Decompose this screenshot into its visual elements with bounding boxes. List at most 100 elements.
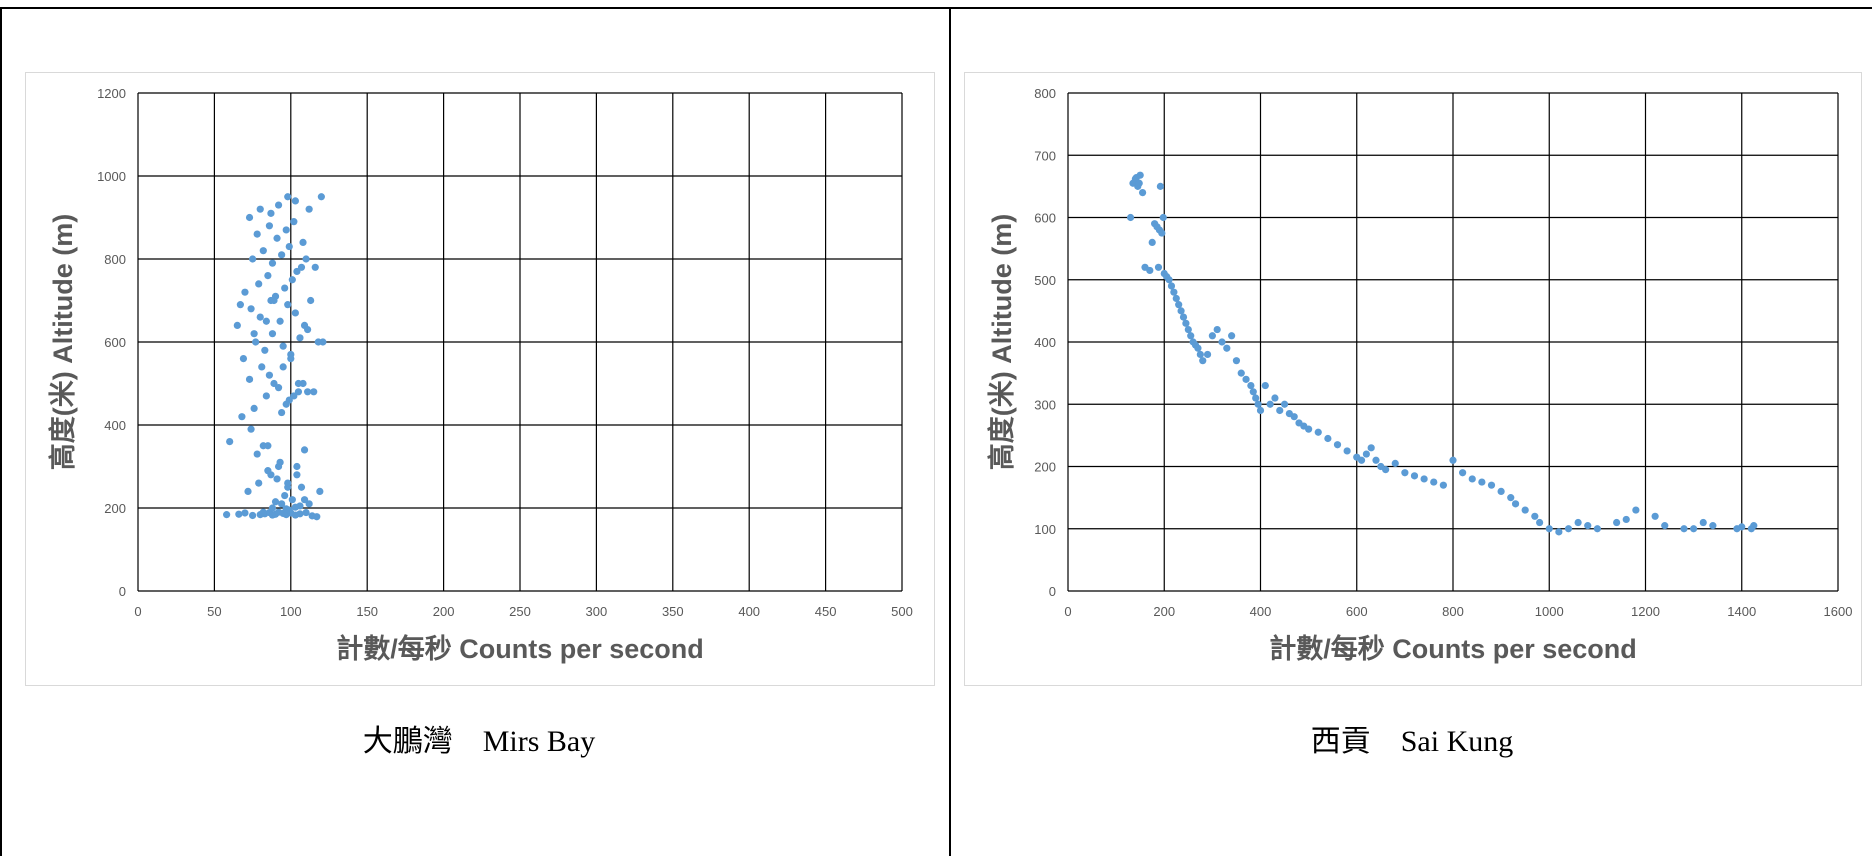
data-point [1228, 332, 1236, 340]
data-point [1661, 522, 1669, 530]
data-point [1362, 450, 1370, 458]
data-point [319, 338, 327, 346]
y-tick-label: 200 [104, 501, 126, 516]
data-point [296, 510, 304, 518]
data-point [274, 384, 283, 392]
data-point [226, 438, 234, 446]
data-point [1699, 518, 1707, 527]
data-point [290, 392, 298, 400]
data-point [1531, 512, 1539, 520]
data-point [281, 284, 289, 292]
data-point [274, 201, 283, 209]
data-point [1213, 325, 1221, 334]
data-point [1237, 369, 1245, 377]
data-point [255, 280, 263, 288]
data-point [259, 247, 267, 255]
data-point [1305, 425, 1313, 433]
data-point [253, 450, 261, 458]
data-point [244, 487, 252, 495]
x-tick-label: 500 [891, 604, 913, 619]
data-point [1449, 456, 1457, 464]
data-point [1182, 319, 1190, 327]
data-point [1256, 406, 1265, 415]
x-tick-label: 450 [815, 604, 837, 619]
data-point [252, 338, 260, 346]
y-tick-label: 800 [1034, 86, 1056, 101]
data-point [278, 408, 286, 417]
x-tick-label: 0 [1064, 604, 1071, 619]
data-point [311, 263, 319, 271]
data-point [1709, 522, 1717, 530]
data-point [264, 442, 272, 450]
data-point [293, 267, 301, 276]
data-point [284, 301, 292, 309]
data-point [1613, 518, 1621, 527]
y-axis-title: 高度(米) Altitude (m) [47, 214, 78, 470]
data-point [1555, 528, 1563, 536]
data-point [1680, 525, 1688, 533]
data-point [1536, 518, 1544, 527]
data-point [235, 510, 243, 518]
data-point [290, 218, 298, 226]
x-tick-label: 150 [356, 604, 378, 619]
data-point [1135, 179, 1143, 187]
data-point [291, 309, 299, 317]
data-point [1690, 525, 1698, 533]
data-point [1194, 344, 1202, 352]
x-tick-label: 0 [134, 604, 141, 619]
data-point [1247, 381, 1255, 390]
data-point [265, 371, 274, 379]
x-tick-label: 400 [1250, 604, 1272, 619]
data-point [316, 487, 324, 495]
chart-area-mirs-bay: 0 200 400 600 800 1000 1200 0 50 100 150 200 250 300 3… [25, 72, 935, 686]
data-point [291, 197, 299, 205]
chart-area-sai-kung: 0 100 200 300 400 500 600 700 800 0 200 400 600 800 10… [964, 72, 1862, 686]
x-tick-label: 200 [433, 604, 455, 619]
data-point [288, 276, 296, 284]
data-point [1187, 332, 1195, 340]
x-tick-label: 800 [1442, 604, 1464, 619]
data-point [1497, 487, 1505, 495]
data-point [282, 505, 290, 513]
data-point [285, 242, 293, 251]
data-point [267, 209, 275, 217]
data-point [1478, 478, 1486, 486]
data-point [287, 355, 295, 363]
data-point [1521, 506, 1529, 514]
data-point [268, 330, 277, 338]
data-point [296, 334, 304, 342]
data-point [256, 313, 264, 321]
data-point [1574, 518, 1582, 527]
data-point [1177, 307, 1185, 315]
data-point [293, 462, 301, 471]
data-point [1252, 394, 1260, 402]
data-point [297, 483, 306, 491]
data-point [250, 404, 258, 412]
data-point [271, 498, 280, 506]
data-point [300, 496, 309, 504]
data-point [258, 363, 266, 371]
data-point [302, 508, 310, 517]
caption-sai-kung: 西貢 Sai Kung [1310, 725, 1514, 758]
data-point [1750, 522, 1758, 530]
data-point [1175, 301, 1183, 309]
data-point [284, 193, 292, 201]
data-point [233, 321, 241, 329]
data-point [265, 222, 274, 230]
data-point [300, 321, 309, 329]
y-tick-label: 1000 [97, 169, 126, 184]
y-tick-label: 100 [1034, 522, 1056, 537]
data-point [1324, 434, 1332, 443]
data-point [268, 259, 277, 267]
data-point [249, 511, 257, 520]
data-point [1420, 475, 1428, 483]
data-point [1232, 357, 1241, 365]
data-point [313, 513, 321, 521]
data-point [273, 234, 281, 242]
data-point [1357, 456, 1366, 464]
data-point [284, 479, 292, 487]
x-tick-label: 200 [1153, 604, 1175, 619]
data-point [1584, 522, 1592, 530]
data-point [1158, 229, 1166, 237]
data-point [241, 509, 249, 517]
